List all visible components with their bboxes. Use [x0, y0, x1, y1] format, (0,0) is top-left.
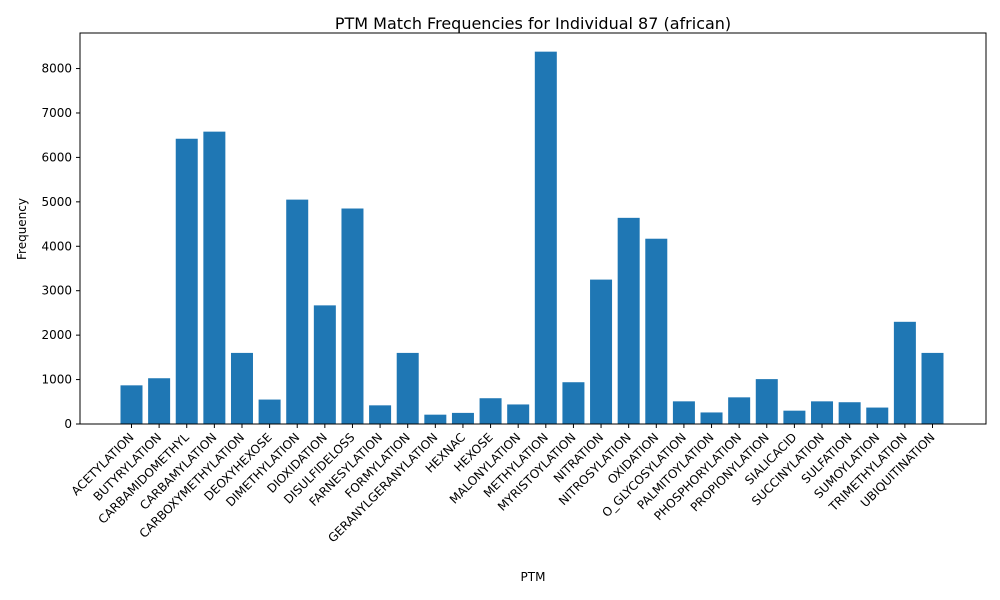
bar-methylation — [534, 51, 557, 424]
bars-group — [120, 51, 944, 424]
bar-oxidation — [645, 238, 668, 424]
y-tick-label: 1000 — [41, 373, 72, 387]
bar-propionylation — [755, 379, 778, 424]
bar-acetylation — [120, 385, 143, 424]
bar-palmitoylation — [700, 412, 723, 424]
y-axis-label: Frequency — [15, 198, 29, 260]
bar-o-glycosylation — [672, 401, 695, 424]
y-tick-label: 2000 — [41, 328, 72, 342]
bar-disulfideloss — [341, 208, 364, 424]
bar-hexnac — [451, 412, 474, 424]
bar-ubiquitination — [921, 352, 944, 424]
bar-carbamidomethyl — [175, 138, 198, 424]
chart-title: PTM Match Frequencies for Individual 87 … — [335, 14, 731, 33]
bar-phosphorylation — [728, 397, 751, 424]
bar-sulfation — [838, 402, 861, 424]
y-tick-label: 7000 — [41, 106, 72, 120]
bar-nitrosylation — [617, 217, 640, 424]
y-axis: 0 1000 2000 3000 4000 5000 6000 7000 8000 — [41, 62, 80, 431]
bar-carboxymethylation — [230, 352, 253, 424]
y-tick-label: 6000 — [41, 150, 72, 164]
bar-sialicacid — [783, 410, 806, 424]
bar-dimethylation — [286, 199, 309, 424]
y-tick-label: 3000 — [41, 284, 72, 298]
bar-dioxidation — [313, 305, 336, 424]
bar-malonylation — [507, 404, 530, 424]
bar-hexose — [479, 398, 502, 424]
bar-carbamylation — [203, 131, 226, 424]
bar-farnesylation — [369, 405, 392, 424]
plot-frame — [79, 32, 987, 425]
bar-geranylgeranylation — [424, 414, 447, 424]
bar-deoxyhexose — [258, 399, 281, 424]
bar-formylation — [396, 352, 419, 424]
bar-trimethylation — [893, 321, 916, 424]
y-tick-label: 8000 — [41, 62, 72, 76]
bar-myristoylation — [562, 382, 585, 424]
bar-nitration — [590, 279, 613, 424]
y-tick-label: 4000 — [41, 239, 72, 253]
bar-butyrylation — [148, 378, 171, 424]
x-axis-label: PTM — [521, 570, 546, 584]
bar-succinylation — [811, 401, 834, 424]
bar-sumoylation — [866, 407, 889, 424]
y-tick-label: 5000 — [41, 195, 72, 209]
y-tick-label: 0 — [64, 417, 72, 431]
